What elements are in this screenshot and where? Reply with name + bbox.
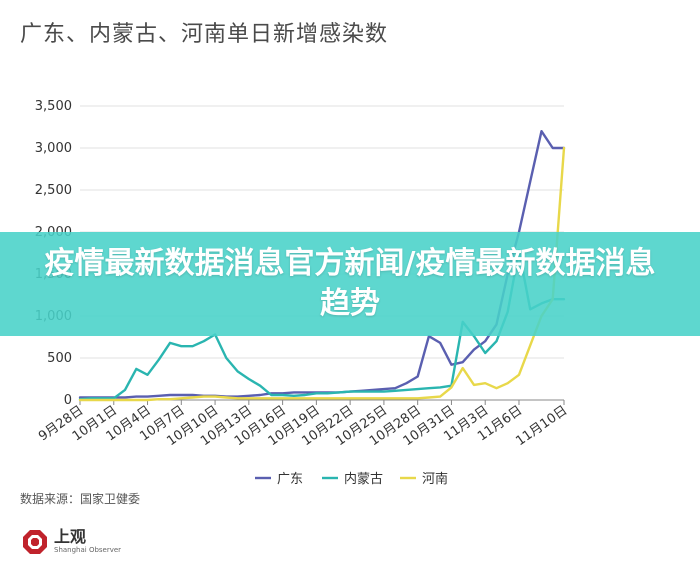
chart-title: 广东、内蒙古、河南单日新增感染数	[20, 22, 389, 47]
logo-name-cn: 上观	[54, 527, 87, 546]
data-source-note: 数据来源：国家卫健委	[20, 492, 141, 506]
y-tick-label: 3,500	[35, 99, 72, 114]
x-tick-label: 11月10日	[513, 403, 570, 449]
x-axis-ticks: 9月28日10月1日10月4日10月7日10月10日10月13日10月16日10…	[36, 400, 570, 449]
logo-mark-icon	[23, 529, 47, 554]
logo-name-en: Shanghai Observer	[54, 546, 122, 554]
legend-label: 河南	[422, 471, 448, 487]
y-tick-label: 500	[47, 351, 72, 366]
legend: 广东 内蒙古 河南	[255, 471, 448, 487]
legend-label: 内蒙古	[344, 471, 383, 487]
overlay-banner: 疫情最新数据消息官方新闻/疫情最新数据消息趋势	[0, 232, 700, 336]
series-lines	[78, 129, 566, 402]
y-tick-label: 3,000	[35, 141, 72, 156]
legend-label: 广东	[277, 472, 303, 487]
series-line-河南	[78, 146, 566, 402]
y-tick-label: 2,500	[35, 183, 72, 198]
y-tick-label: 0	[64, 393, 72, 408]
series-line-内蒙古	[78, 249, 566, 401]
banner-headline: 疫情最新数据消息官方新闻/疫情最新数据消息趋势	[44, 246, 656, 321]
publisher-logo: 上观 Shanghai Observer	[22, 528, 121, 555]
